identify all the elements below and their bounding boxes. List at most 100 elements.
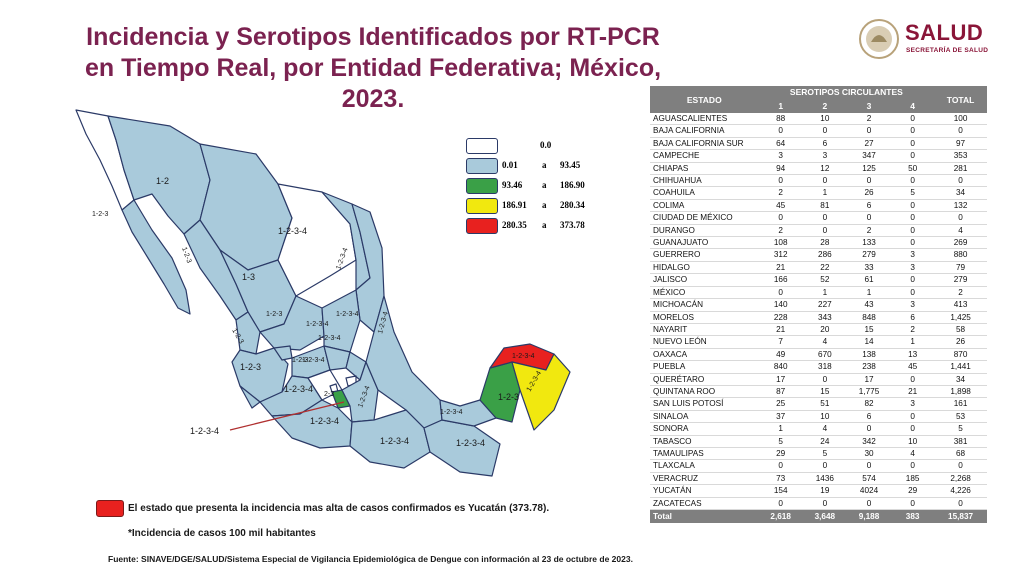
map-label: 1-2-3-4 [512,353,535,360]
serotype-value-cell: 45 [758,199,803,213]
serotype-value-cell: 2 [891,323,935,337]
serotype-value-cell: 0 [846,459,892,473]
serotype-value-cell: 73 [758,472,803,486]
table-row: DURANGO 2 0 2 0 4 [650,224,987,238]
morelos-pointer-line [229,401,345,431]
serotype-value-cell: 14 [846,335,892,349]
serotype-value-cell: 25 [758,397,803,411]
state-nayarit [235,311,261,355]
serotype-value-cell: 1436 [802,472,847,486]
serotype-value-cell: 6 [802,137,847,151]
map-label: 1-2 [156,176,169,186]
serotype-value-cell: 22 [802,261,847,275]
table-row: SONORA 1 4 0 0 5 [650,422,987,436]
serotype-value-cell: 2 [758,224,803,238]
serotype-value-cell: 29 [891,484,935,498]
serotype-value-cell: 0 [802,459,847,473]
state-name-cell: CHIAPAS [650,162,759,176]
state-name-cell: MORELOS [650,311,759,324]
serotype-value-cell: 0 [802,373,847,386]
state-name-cell: QUINTANA ROO [650,385,759,399]
state-sonora [107,115,211,235]
state-chiapas [423,419,501,477]
serotype-value-cell: 0 [891,174,935,188]
column-header-serotype: 3 [846,98,892,113]
serotype-value-cell: 0 [891,199,935,213]
serotype-value-cell: 0 [758,286,803,300]
legend-swatch-none [466,138,498,154]
total-value-cell: 279 [934,273,987,287]
serotype-value-cell: 64 [758,137,803,151]
total-cell: 3,648 [802,509,847,523]
total-value-cell: 58 [934,323,987,337]
total-value-cell: 100 [934,113,987,126]
column-header-state: ESTADO [650,86,759,113]
legend-min: 0.01 [502,160,518,170]
serotype-value-cell: 0 [802,211,847,225]
page-title: Incidencia y Serotipos Identificados por… [84,23,662,113]
table-row: JALISCO 166 52 61 0 279 [650,273,987,287]
serotype-value-cell: 166 [758,273,803,287]
incidence-legend: 0.0 0.01 a 93.45 93.46 a 186.90 186.91 a… [466,138,590,234]
total-value-cell: 34 [934,186,987,200]
serotype-value-cell: 82 [846,397,892,411]
serotype-value-cell: 5 [802,447,847,461]
state-name-cell: TABASCO [650,435,759,448]
table-row: HIDALGO 21 22 33 3 79 [650,261,987,275]
serotype-value-cell: 1 [846,286,892,300]
serotype-value-cell: 4 [802,422,847,436]
map-label: 1-2-3-4 [306,321,329,328]
serotype-value-cell: 5 [891,186,935,200]
total-value-cell: 4,226 [934,484,987,498]
serotype-value-cell: 0 [891,373,935,386]
total-value-cell: 1,441 [934,360,987,374]
serotype-value-cell: 6 [846,410,892,424]
table-row: MÉXICO 0 1 1 0 2 [650,286,987,300]
total-value-cell: 5 [934,422,987,436]
map-label: 1-2-3-4 [318,335,341,342]
legend-min: 186.91 [502,200,527,210]
mexico-incidence-map: 1-2 1-2-3 1-2-3 1-3 1-2-3-4 1-2-3-4 1-2-… [75,109,571,477]
legend-row-low: 0.01 a 93.45 [466,158,590,175]
map-label: 1-2-3-4 [278,226,307,236]
serotype-value-cell: 0 [891,497,935,511]
table-row: SAN LUIS POTOSÍ 25 51 82 3 161 [650,397,987,411]
serotype-value-cell: 0 [758,174,803,188]
state-name-cell: TAMAULIPAS [650,447,759,461]
table-row: BAJA CALIFORNIA 0 0 0 0 0 [650,124,987,138]
state-colima [239,385,261,409]
state-name-cell: ZACATECAS [650,497,759,511]
highlight-swatch [96,500,124,517]
serotype-value-cell: 0 [891,124,935,138]
serotype-value-cell: 3 [891,248,935,262]
total-cell: 9,188 [846,509,892,523]
table-row: YUCATÁN 154 19 4024 29 4,226 [650,484,987,498]
state-name-cell: DURANGO [650,224,759,238]
map-label: 1-2-3-4 [440,409,463,416]
legend-max: 93.45 [560,160,581,170]
total-value-cell: 97 [934,137,987,151]
table-row: ZACATECAS 0 0 0 0 0 [650,497,987,511]
serotype-value-cell: 0 [891,224,935,238]
legend-separator: a [542,160,547,170]
state-name-cell: COAHUILA [650,186,759,200]
total-value-cell: 2 [934,286,987,300]
serotype-value-cell: 4 [891,447,935,461]
serotype-value-cell: 279 [846,248,892,262]
total-value-cell: 0 [934,459,987,473]
map-label: 1-2-3-4 [336,311,359,318]
total-value-cell: 0 [934,124,987,138]
serotype-value-cell: 0 [891,236,935,250]
serotype-value-cell: 3 [758,149,803,163]
state-name-cell: YUCATÁN [650,484,759,498]
serotype-value-cell: 342 [846,435,892,448]
state-quintana-roo [511,353,571,431]
serotype-value-cell: 848 [846,311,892,324]
total-value-cell: 161 [934,397,987,411]
legend-row-zero: 0.0 [466,138,590,155]
logo-name: SALUD [905,20,984,45]
map-label: 1-2-3 [498,392,519,402]
serotype-value-cell: 15 [802,385,847,399]
state-name-cell: NAYARIT [650,323,759,337]
total-cell: 383 [891,509,935,523]
